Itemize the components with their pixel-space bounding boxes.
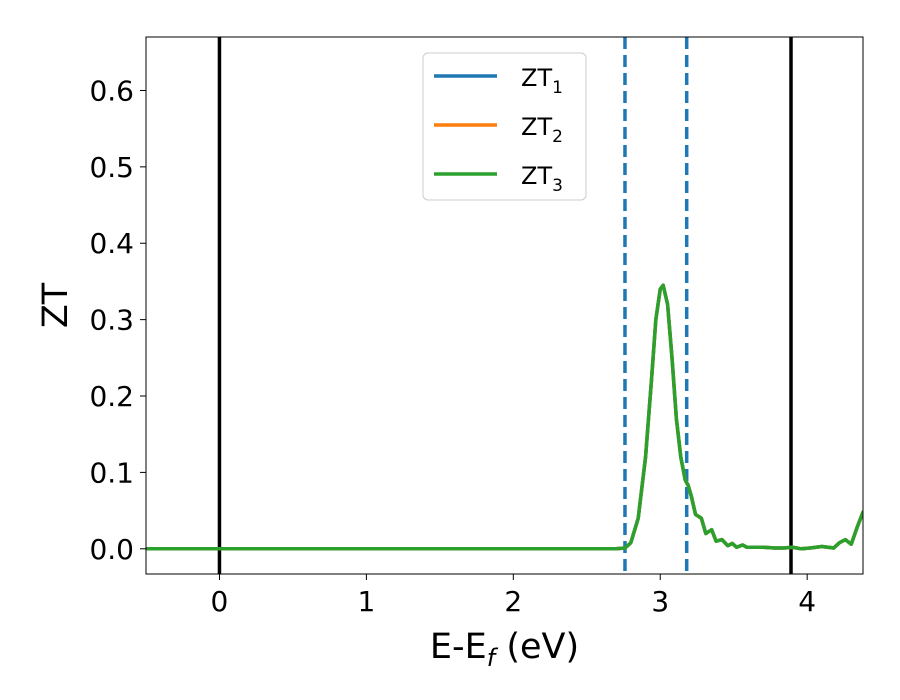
x-tick-label: 2 bbox=[504, 585, 522, 618]
series-line-zt3 bbox=[146, 283, 863, 551]
x-tick-label: 3 bbox=[651, 585, 669, 618]
x-axis-label-unit: (eV) bbox=[495, 627, 579, 667]
legend-box bbox=[422, 52, 587, 201]
reference-lines bbox=[217, 37, 793, 574]
x-tick-label: 1 bbox=[357, 585, 375, 618]
y-tick-label: 0.1 bbox=[89, 456, 134, 489]
legend-label-zt2: ZT2 bbox=[521, 113, 563, 147]
y-tick-label: 0.4 bbox=[89, 227, 134, 260]
y-tick-label: 0.3 bbox=[89, 304, 134, 337]
x-tick-label: 0 bbox=[211, 585, 229, 618]
legend-label-zt3: ZT3 bbox=[521, 162, 563, 196]
y-tick-label: 0.2 bbox=[89, 380, 134, 413]
y-axis-ticks: 0.0 0.1 0.2 0.3 0.4 0.5 0.6 bbox=[89, 74, 146, 566]
x-axis-ticks: 0 1 2 3 4 bbox=[211, 574, 816, 618]
y-axis-label: ZT bbox=[36, 282, 76, 328]
legend: ZT1 ZT2 ZT3 bbox=[422, 52, 587, 201]
y-tick-label: 0.5 bbox=[89, 151, 134, 184]
data-series bbox=[146, 283, 863, 551]
legend-label-zt1: ZT1 bbox=[521, 64, 563, 98]
plot-frame bbox=[145, 36, 864, 575]
x-axis-label: E-Ef (eV) bbox=[430, 627, 579, 672]
y-tick-label: 0.0 bbox=[89, 533, 134, 566]
y-tick-label: 0.6 bbox=[89, 74, 134, 107]
x-axis-label-main: E-E bbox=[430, 627, 487, 667]
x-tick-label: 4 bbox=[798, 585, 816, 618]
